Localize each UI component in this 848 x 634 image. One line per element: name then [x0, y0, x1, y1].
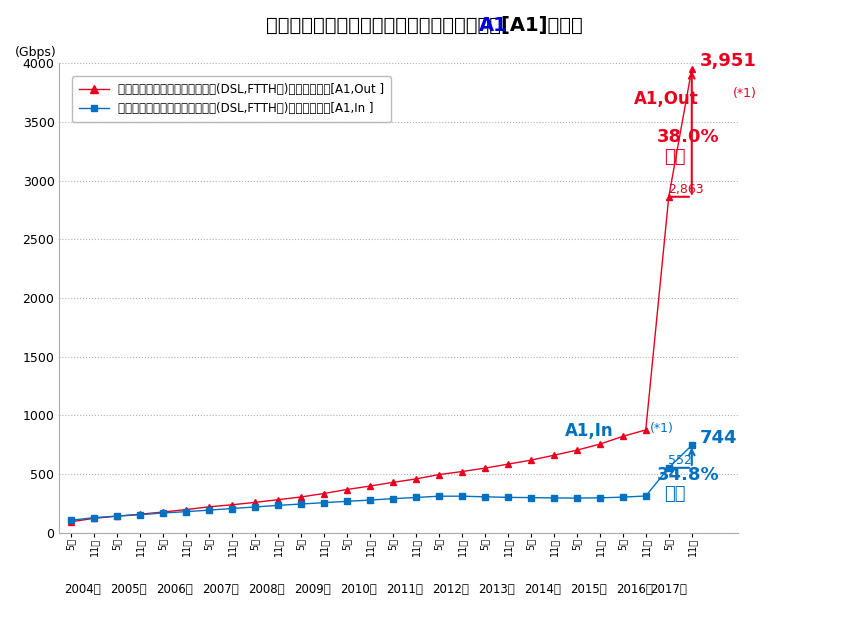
Text: 増加: 増加 [664, 148, 686, 166]
Text: 38.0%: 38.0% [657, 128, 720, 146]
Text: 2010年: 2010年 [340, 583, 377, 595]
Text: 2006年: 2006年 [156, 583, 192, 595]
Text: 2011年: 2011年 [386, 583, 423, 595]
Text: 2017年: 2017年 [650, 583, 687, 595]
Text: A1,In: A1,In [566, 422, 614, 440]
Text: 3,951: 3,951 [700, 53, 757, 70]
Text: 34.8%: 34.8% [657, 465, 720, 484]
Text: 2005年: 2005年 [110, 583, 147, 595]
Text: (*1): (*1) [734, 87, 757, 100]
Text: 増加: 増加 [664, 486, 686, 503]
Text: 2,863: 2,863 [668, 183, 704, 196]
Legend: ブロードバンドサービス契約者(DSL,FTTH等)のトラヒック[A1,Out ], ブロードバンドサービス契約者(DSL,FTTH等)のトラヒック[A1,In : ブロードバンドサービス契約者(DSL,FTTH等)のトラヒック[A1,Out ]… [72, 76, 391, 122]
Text: ブロードバンドサービス契約者のトラヒック[A1]の推移: ブロードバンドサービス契約者のトラヒック[A1]の推移 [265, 16, 583, 35]
Text: 552: 552 [668, 454, 692, 467]
Text: 744: 744 [700, 429, 738, 446]
Text: 2004年: 2004年 [64, 583, 101, 595]
Text: 2016年: 2016年 [616, 583, 653, 595]
Text: A1,Out: A1,Out [634, 89, 699, 108]
Text: 2009年: 2009年 [294, 583, 331, 595]
Text: (Gbps): (Gbps) [15, 46, 57, 59]
Text: (*1): (*1) [650, 422, 674, 436]
Text: 2014年: 2014年 [524, 583, 561, 595]
Text: 2007年: 2007年 [202, 583, 238, 595]
Text: 2012年: 2012年 [432, 583, 469, 595]
Text: A1: A1 [478, 16, 507, 35]
Text: 2008年: 2008年 [248, 583, 285, 595]
Text: 2013年: 2013年 [478, 583, 515, 595]
Text: 2015年: 2015年 [570, 583, 606, 595]
